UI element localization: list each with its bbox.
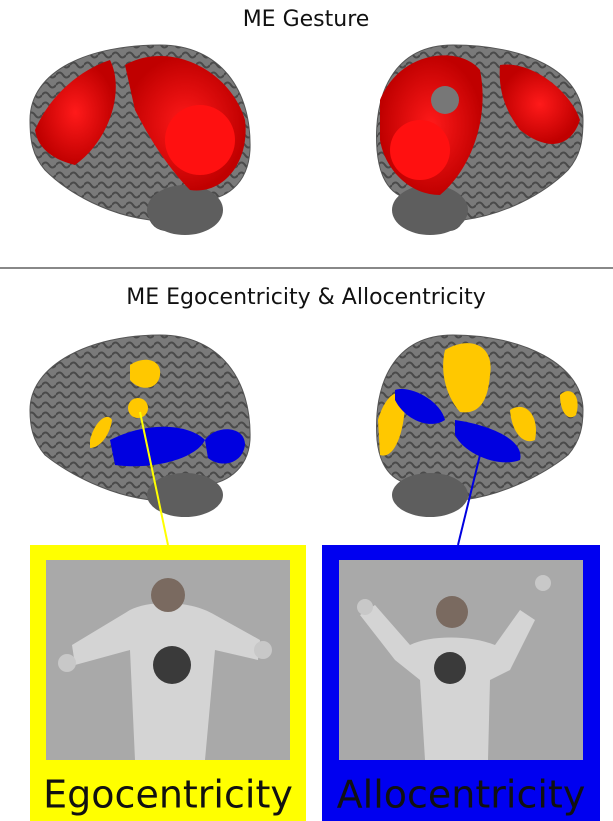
allocentricity-panel: Allocentricity [322,545,600,821]
condition-label: Egocentricity [43,773,293,817]
figure: ME Gesture ME Egocentricity & Allocentri… [0,0,613,821]
brain-right-ego-allo [377,335,583,545]
brain-left-ego-allo [30,335,250,545]
panel-title: ME Egocentricity & Allocentricity [126,285,486,310]
brain-left-gesture [30,45,250,235]
page: ME Gesture ME Egocentricity & Allocentri… [0,0,613,821]
panel-title: ME Gesture [243,7,370,32]
egocentricity-panel: Egocentricity [30,545,306,821]
condition-label: Allocentricity [337,773,586,817]
brain-right-gesture [377,45,583,235]
